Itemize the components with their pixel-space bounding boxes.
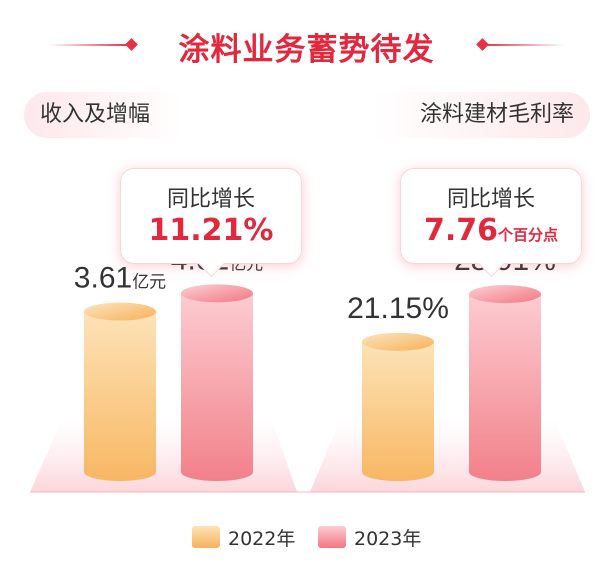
legend-item-2023: 2023年 <box>318 522 421 552</box>
section-label-margin: 涂料建材毛利率 <box>372 92 590 138</box>
bar-body <box>84 311 156 481</box>
callout-margin-growth: 同比增长 7.76个百分点 <box>400 168 582 277</box>
legend-label-2023: 2023年 <box>354 527 422 550</box>
bar-body <box>362 341 434 481</box>
callout-label: 同比增长 <box>166 187 255 212</box>
callout-value: 7.76个百分点 <box>401 213 581 248</box>
callout-value-unit: 个百分点 <box>498 226 559 244</box>
bar-body <box>181 293 253 481</box>
callout-value: 11.21% <box>121 213 301 248</box>
bar-revenue-2022年 <box>84 302 156 481</box>
bar-revenue-2023年 <box>181 284 253 481</box>
page-title: 涂料业务蓄势待发 <box>178 32 435 68</box>
legend-swatch-2022 <box>192 526 220 548</box>
bar-margin-2022年 <box>362 332 434 481</box>
bar-top <box>469 285 541 304</box>
chart-floor-right <box>310 420 585 492</box>
callout-revenue-growth: 同比增长 11.21% <box>120 168 302 277</box>
callout-label: 同比增长 <box>446 187 535 212</box>
title-right-line <box>485 44 565 46</box>
title-banner: 涂料业务蓄势待发 <box>0 18 613 68</box>
bar-top <box>362 332 434 351</box>
legend-label-2022: 2022年 <box>228 527 296 550</box>
legend-item-2022: 2022年 <box>192 522 295 552</box>
chart-floor-left <box>30 420 297 492</box>
bar-body <box>469 294 541 481</box>
bar-margin-2023年 <box>469 285 541 481</box>
callout-value-number: 11.21% <box>148 213 274 248</box>
title-left-line <box>48 44 128 46</box>
callout-value-number: 7.76 <box>423 213 498 248</box>
bar-top <box>181 284 253 303</box>
bar-value-label: 3.61亿元 <box>74 262 166 295</box>
bar-value-label: 21.15% <box>347 292 449 325</box>
legend-swatch-2023 <box>318 526 346 548</box>
bar-top <box>84 302 156 321</box>
section-label-revenue: 收入及增幅 <box>24 92 184 138</box>
